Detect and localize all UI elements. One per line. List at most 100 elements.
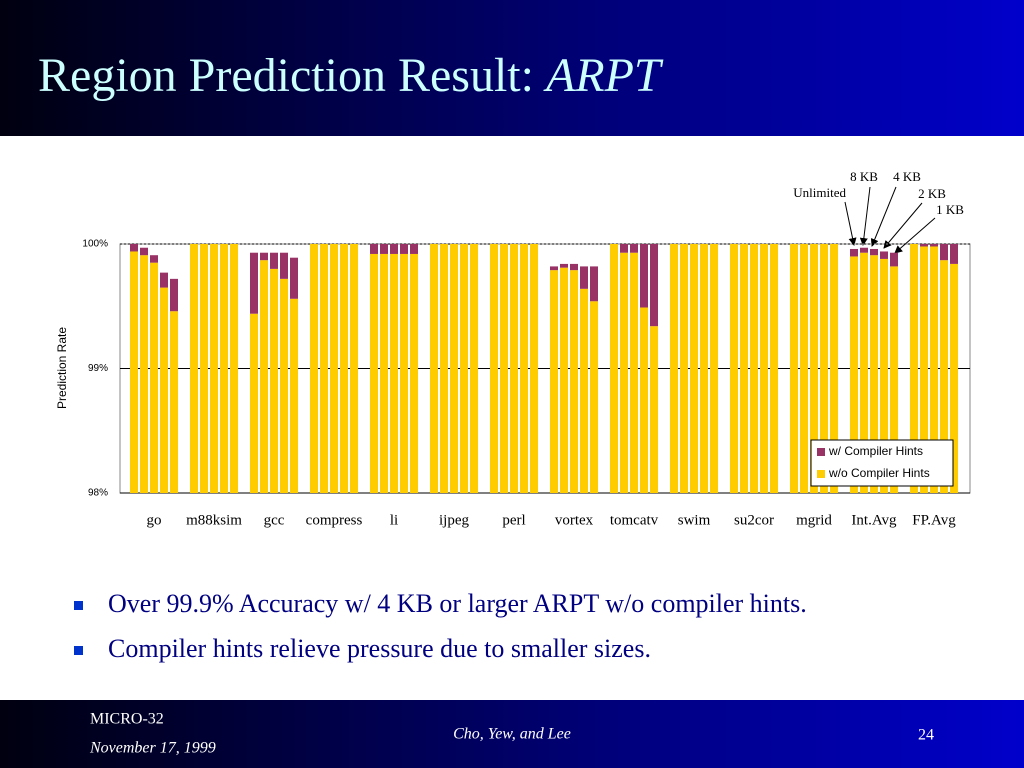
bar-size-label: Unlimited [793, 185, 846, 200]
bar-segment [390, 253, 398, 493]
bar-segment [950, 244, 958, 264]
bar-segment [370, 244, 378, 254]
bar-segment [930, 244, 938, 247]
footer-date: November 17, 1999 [89, 740, 216, 757]
bar-segment [630, 244, 638, 253]
bar-segment [680, 244, 688, 493]
bar-segment [160, 272, 168, 288]
legend-swatch [817, 470, 825, 478]
bar-segment [510, 244, 518, 493]
bar-segment [430, 244, 438, 493]
bar-segment [450, 244, 458, 493]
bar-segment [640, 307, 648, 493]
bar-segment [690, 244, 698, 493]
bar-segment [320, 244, 328, 493]
bar-segment [890, 266, 898, 493]
bullet-text: Compiler hints relieve pressure due to s… [108, 634, 651, 663]
bar-segment [530, 244, 538, 493]
bar-segment [850, 248, 858, 257]
bar-segment [150, 255, 158, 263]
bar-segment [580, 288, 588, 493]
bar-segment [550, 266, 558, 271]
bar-segment [520, 244, 528, 493]
bar-segment [140, 255, 148, 493]
title-emphasis: ARPT [543, 49, 664, 102]
bar-segment [400, 244, 408, 254]
bar-segment [560, 267, 568, 493]
slide-title: Region Prediction Result: ARPT [38, 49, 664, 102]
y-tick-label: 99% [88, 363, 108, 374]
bar-segment [920, 244, 928, 247]
bar-segment [280, 278, 288, 493]
bar-segment [160, 287, 168, 493]
bar-segment [230, 244, 238, 493]
bar-segment [250, 313, 258, 493]
x-tick-label: gcc [264, 512, 285, 528]
bar-segment [130, 251, 138, 493]
bar-segment [170, 278, 178, 312]
bar-segment [670, 244, 678, 493]
bar-segment [140, 247, 148, 256]
bar-segment [260, 252, 268, 261]
bar-segment [200, 244, 208, 493]
bar-segment [800, 244, 808, 493]
bullet-marker [74, 601, 83, 610]
bar-segment [270, 268, 278, 493]
header-band [0, 0, 1024, 136]
bar-segment [920, 246, 928, 493]
bar-segment [750, 244, 758, 493]
bar-segment [740, 244, 748, 493]
x-tick-label: FP.Avg [912, 512, 956, 528]
bar-segment [830, 244, 838, 493]
arrow [859, 186, 871, 246]
bar-segment [570, 270, 578, 493]
bar-segment [220, 244, 228, 493]
bar-segment [860, 252, 868, 493]
bar-segment [150, 262, 158, 493]
bar-segment [940, 260, 948, 493]
bar-segment [770, 244, 778, 493]
bar-segment [350, 244, 358, 493]
bar-segment [590, 266, 598, 302]
bar-segment [810, 244, 818, 493]
bar-segment [930, 246, 938, 493]
bar-segment [610, 244, 618, 493]
x-tick-label: Int.Avg [851, 512, 897, 528]
bar-segment [210, 244, 218, 493]
legend-box [810, 439, 954, 487]
footer-authors: Cho, Yew, and Lee [453, 726, 571, 743]
bar-segment [620, 252, 628, 493]
bar-segment [640, 244, 648, 308]
bar-segment [700, 244, 708, 493]
bar-segment [170, 311, 178, 493]
bar-segment [380, 253, 388, 493]
bar-segment [880, 258, 888, 493]
footer-band [0, 700, 1024, 768]
y-axis-label: Prediction Rate [55, 327, 69, 409]
bar-segment [270, 252, 278, 269]
bar-size-label: 1 KB [936, 202, 964, 217]
bar-segment [400, 253, 408, 493]
bar-segment [130, 244, 138, 252]
bar-segment [250, 252, 258, 314]
bar-segment [710, 244, 718, 493]
bar-segment [190, 244, 198, 493]
bar-segment [870, 248, 878, 256]
bullet-text: Over 99.9% Accuracy w/ 4 KB or larger AR… [108, 589, 807, 618]
bar-size-label: 4 KB [893, 169, 921, 184]
x-tick-label: tomcatv [610, 512, 659, 528]
bar-segment [460, 244, 468, 493]
bar-segment [340, 244, 348, 493]
bar-segment [310, 244, 318, 493]
bar-segment [910, 244, 918, 493]
bar-segment [330, 244, 338, 493]
bar-segment [850, 256, 858, 493]
size-annotations [844, 186, 936, 254]
bar-segment [580, 266, 588, 289]
bar-segment [440, 244, 448, 493]
bar-segment [860, 247, 868, 253]
bar-size-label: 8 KB [850, 169, 878, 184]
bar-segment [890, 252, 898, 267]
x-tick-label: swim [678, 512, 711, 528]
